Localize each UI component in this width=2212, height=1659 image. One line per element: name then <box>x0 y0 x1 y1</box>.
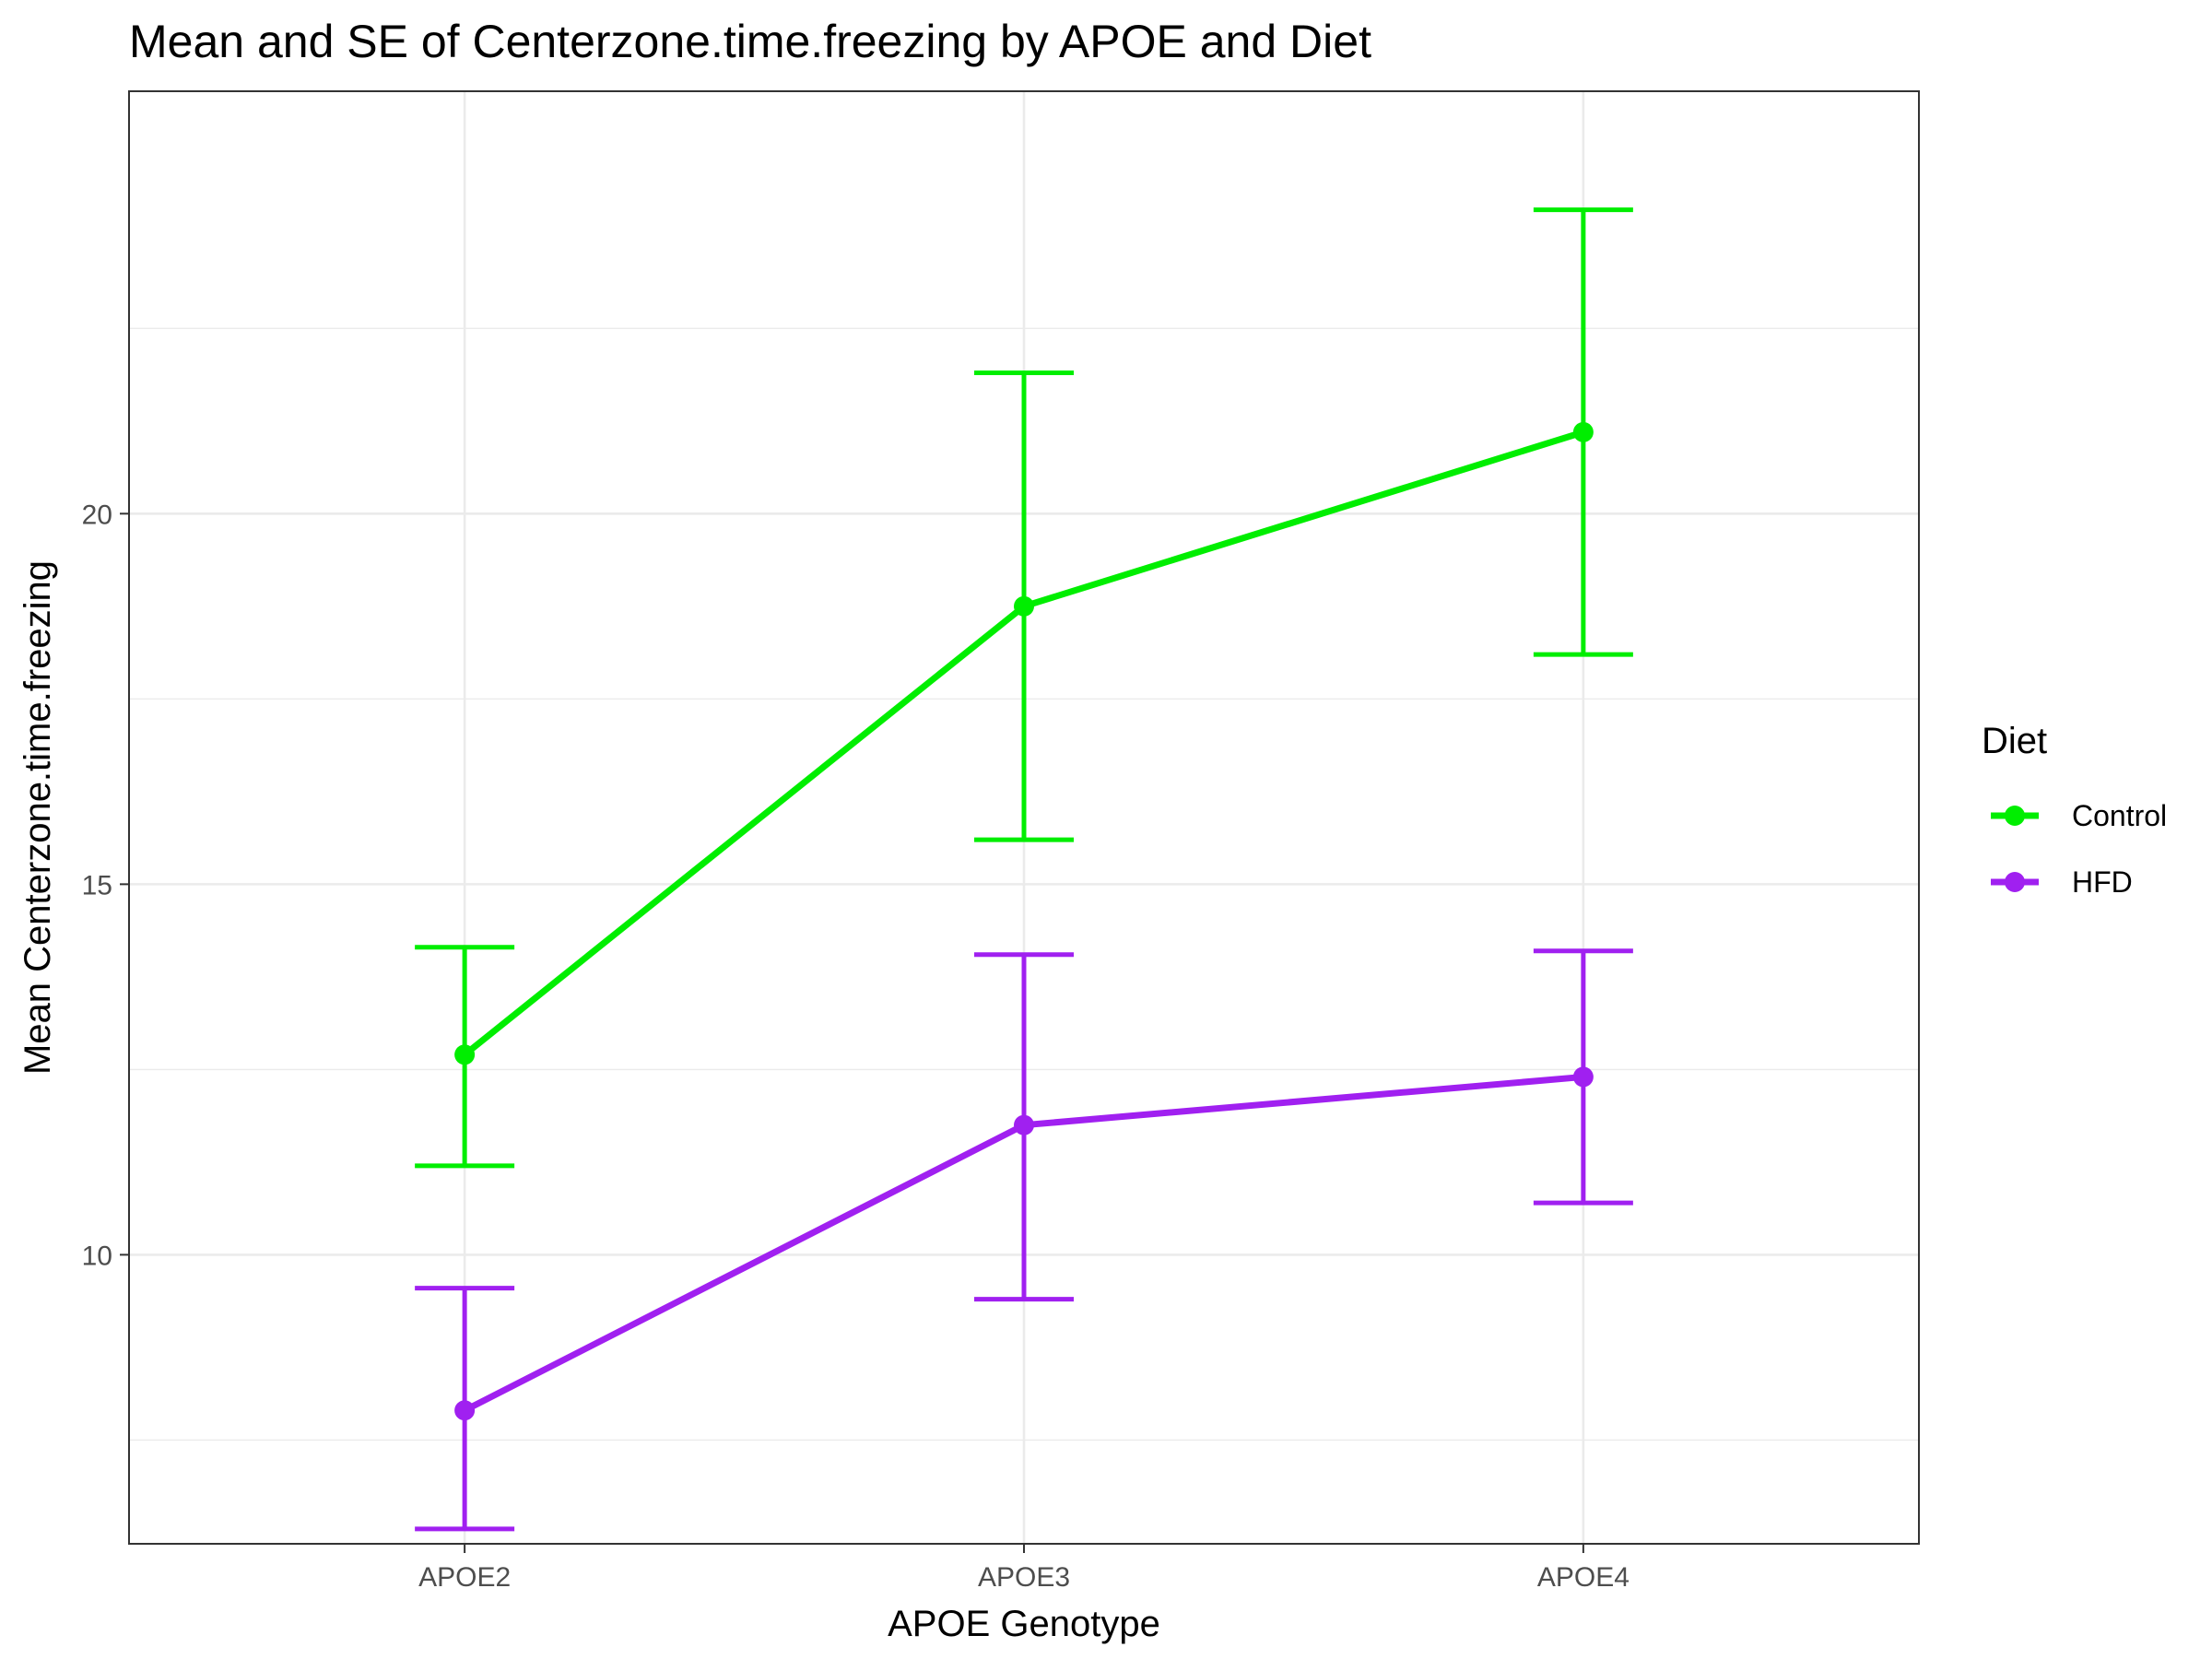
y-tick-label: 20 <box>82 500 112 530</box>
x-axis-title: APOE Genotype <box>888 1604 1160 1644</box>
data-point <box>1014 1114 1034 1135</box>
series-hfd <box>415 948 1633 1532</box>
y-tick-label: 15 <box>82 870 112 900</box>
data-point <box>454 1400 476 1421</box>
y-tick-label: 10 <box>82 1241 112 1271</box>
legend-key-point <box>2005 806 2025 826</box>
data-point <box>1572 1066 1594 1088</box>
x-tick-label: APOE4 <box>1537 1562 1630 1593</box>
y-axis: 10 15 20 <box>82 500 129 1271</box>
series-control <box>415 207 1633 1169</box>
data-point <box>454 1044 476 1065</box>
legend-key-control <box>1991 806 2039 826</box>
data-point <box>1014 595 1034 617</box>
legend-key-hfd <box>1991 872 2039 892</box>
y-axis-title: Mean Centerzone.time.freezing <box>18 560 58 1075</box>
legend-label: HFD <box>2072 865 2133 899</box>
legend-label: Control <box>2072 799 2167 832</box>
data-point <box>1572 421 1594 442</box>
series-layer <box>415 207 1633 1532</box>
legend-title: Diet <box>1982 721 2047 761</box>
x-tick-label: APOE3 <box>978 1562 1070 1593</box>
chart-title: Mean and SE of Centerzone.time.freezing … <box>129 16 1371 67</box>
legend-key-point <box>2005 872 2025 892</box>
legend: Diet Control HFD <box>1982 721 2167 899</box>
x-tick-label: APOE2 <box>418 1562 511 1593</box>
x-axis: APOE2 APOE3 APOE4 <box>418 1544 1630 1593</box>
